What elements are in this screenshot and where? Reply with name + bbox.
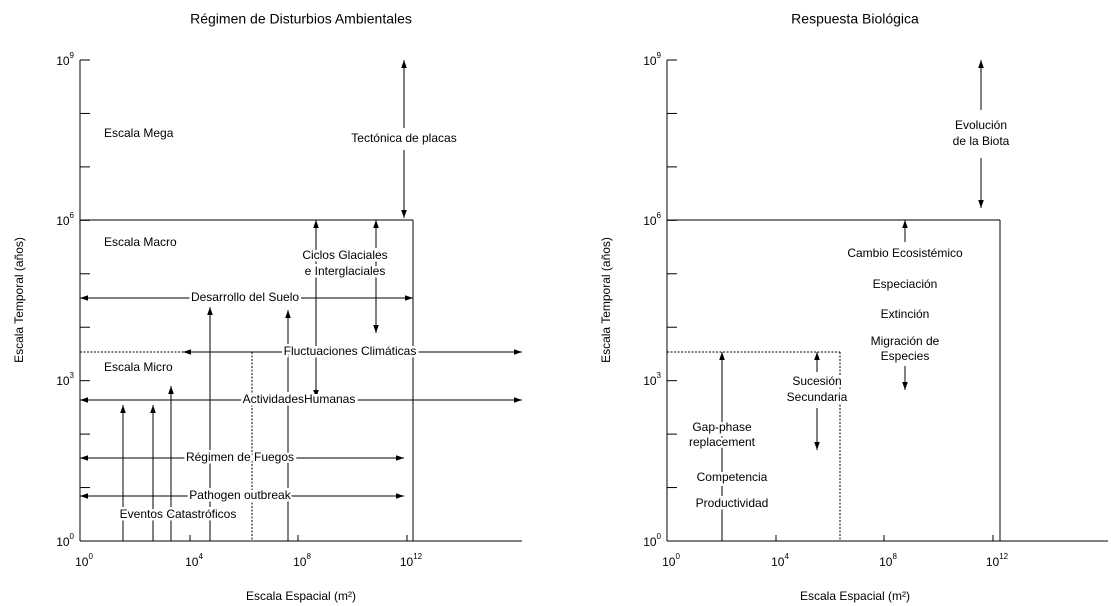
x-axis-label: Escala Espacial (m²)	[800, 589, 910, 603]
annotation: Escala Mega	[104, 126, 174, 140]
tick-exp: 0	[88, 552, 93, 561]
annotation: Especies	[881, 349, 930, 363]
x-tick-label: 100	[75, 552, 93, 569]
annotation: Especiación	[873, 277, 938, 291]
tick-exp: 3	[70, 371, 75, 380]
annotation: Régimen de Fuegos	[186, 450, 294, 464]
x-tick-label: 104	[771, 552, 789, 569]
annotation: Ciclos Glaciales	[302, 248, 387, 262]
annotation: Pathogen outbreak	[189, 488, 291, 502]
tick-exp: 3	[657, 371, 662, 380]
x-tick-label: 1012	[400, 552, 423, 569]
tick-base: 10	[771, 555, 785, 569]
x-tick-label: 100	[662, 552, 680, 569]
annotation: Gap-phase	[692, 420, 752, 434]
annotation: Competencia	[697, 470, 768, 484]
tick-base: 10	[643, 214, 657, 228]
tick-base: 10	[986, 555, 1000, 569]
tick-base: 10	[56, 54, 70, 68]
y-tick-label: 106	[56, 211, 74, 228]
x-tick-label: 108	[293, 552, 311, 569]
tick-base: 10	[879, 555, 893, 569]
tick-base: 10	[643, 535, 657, 549]
tick-base: 10	[56, 374, 70, 388]
tick-base: 10	[293, 555, 307, 569]
tick-base: 10	[643, 54, 657, 68]
y-tick-label: 109	[56, 51, 74, 68]
y-axis-label: Escala Temporal (años)	[599, 237, 613, 363]
tick-base: 10	[643, 374, 657, 388]
annotation: Desarrollo del Suelo	[191, 290, 299, 304]
tick-exp: 8	[306, 552, 311, 561]
tick-base: 10	[400, 555, 414, 569]
tick-exp: 8	[892, 552, 897, 561]
tick-exp: 9	[657, 51, 662, 60]
y-tick-label: 103	[56, 371, 74, 388]
tick-exp: 0	[675, 552, 680, 561]
annotation: Extinción	[881, 307, 930, 321]
annotation: Migración de	[871, 334, 940, 348]
annotation: Tectónica de placas	[351, 131, 456, 145]
annotation: ActividadesHumanas	[243, 392, 356, 406]
x-tick-label: 1012	[986, 552, 1009, 569]
annotation: Secundaria	[787, 390, 848, 404]
annotation: replacement	[689, 435, 756, 449]
y-tick-label: 106	[643, 211, 661, 228]
tick-exp: 9	[70, 51, 75, 60]
tick-exp: 12	[413, 552, 422, 561]
annotation: de la Biota	[953, 134, 1010, 148]
y-tick-label: 103	[643, 371, 661, 388]
annotation: Escala Micro	[104, 360, 173, 374]
annotation: Cambio Ecosistémico	[847, 246, 963, 260]
tick-exp: 6	[657, 211, 662, 220]
tick-exp: 6	[70, 211, 75, 220]
tick-base: 10	[56, 535, 70, 549]
y-tick-label: 109	[643, 51, 661, 68]
tick-exp: 0	[70, 532, 75, 541]
annotation: Escala Macro	[104, 235, 177, 249]
annotation: e Interglaciales	[305, 264, 386, 278]
annotation: Fluctuaciones Climáticas	[284, 344, 417, 358]
tick-exp: 4	[784, 552, 789, 561]
tick-base: 10	[185, 555, 199, 569]
y-axis-label: Escala Temporal (años)	[12, 237, 26, 363]
annotation: Evolución	[955, 118, 1007, 132]
tick-exp: 4	[198, 552, 203, 561]
tick-base: 10	[662, 555, 676, 569]
tick-exp: 0	[657, 532, 662, 541]
panel-title: Respuesta Biológica	[791, 11, 919, 27]
y-tick-label: 100	[643, 532, 661, 549]
panel-title: Régimen de Disturbios Ambientales	[190, 11, 412, 27]
x-tick-label: 104	[185, 552, 203, 569]
tick-base: 10	[56, 214, 70, 228]
tick-exp: 12	[999, 552, 1008, 561]
y-tick-label: 100	[56, 532, 74, 549]
annotation: Sucesión	[792, 374, 841, 388]
tick-base: 10	[75, 555, 89, 569]
x-tick-label: 108	[879, 552, 897, 569]
annotation: Productividad	[696, 496, 769, 510]
annotation: Eventos Catastróficos	[120, 507, 237, 521]
x-axis-label: Escala Espacial (m²)	[246, 589, 356, 603]
